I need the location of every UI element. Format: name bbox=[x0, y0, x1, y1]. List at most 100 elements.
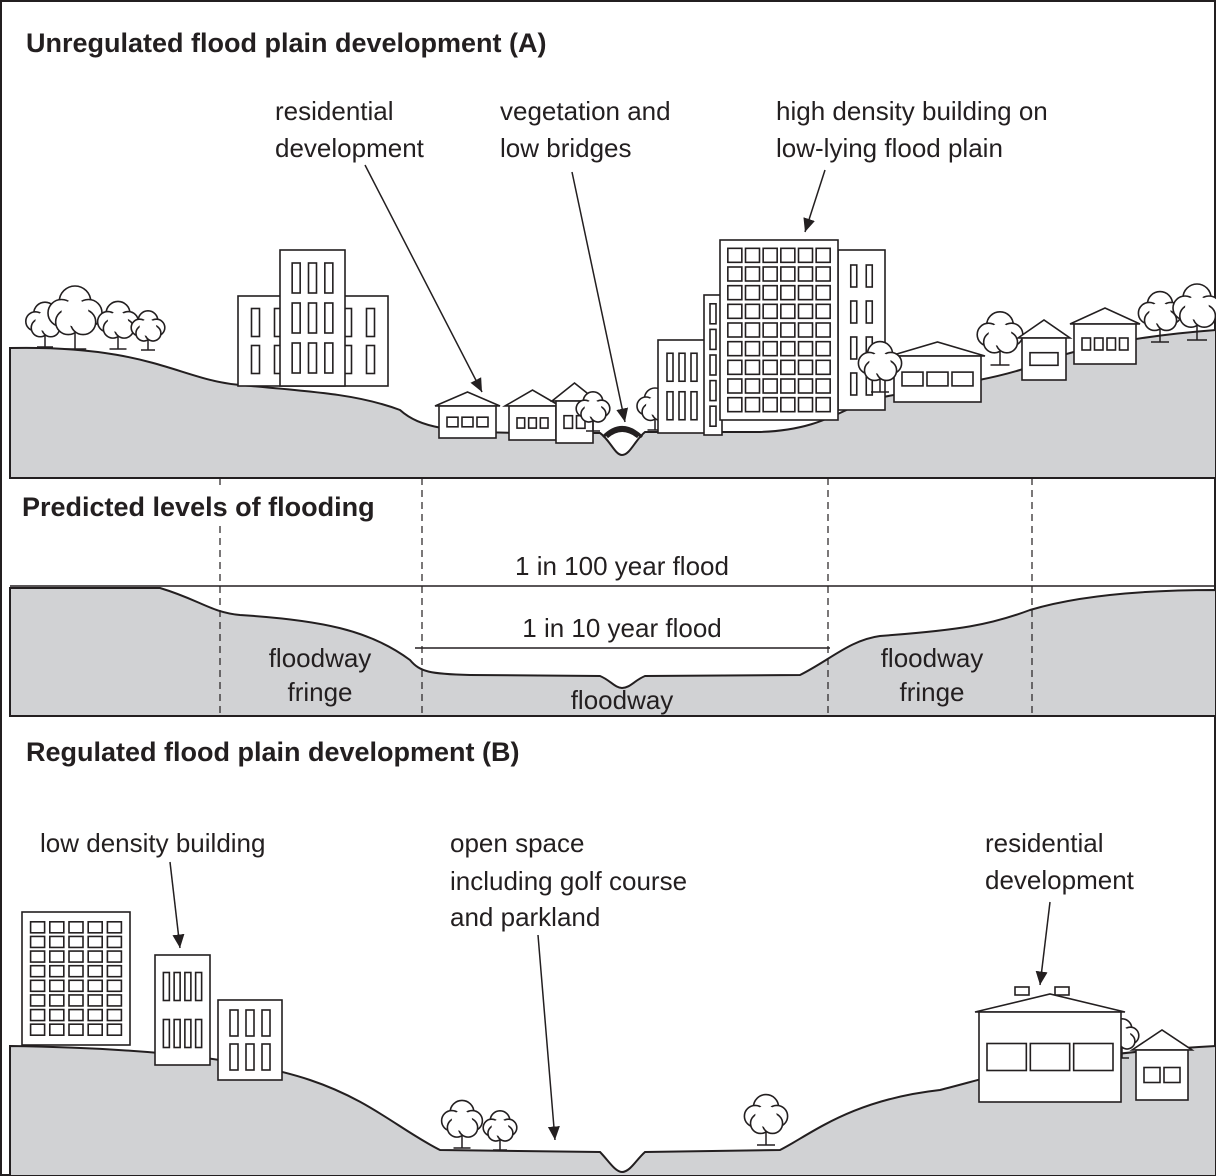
window bbox=[31, 951, 45, 962]
window bbox=[69, 936, 83, 947]
window bbox=[710, 381, 716, 401]
window bbox=[564, 416, 573, 429]
window bbox=[728, 379, 742, 393]
window bbox=[728, 342, 742, 356]
window bbox=[1082, 338, 1091, 350]
window bbox=[107, 995, 121, 1006]
window bbox=[31, 966, 45, 977]
tree-crown bbox=[492, 1119, 509, 1136]
window bbox=[851, 265, 857, 287]
window bbox=[667, 392, 673, 420]
panel-title: Predicted levels of flooding bbox=[22, 492, 375, 522]
window bbox=[69, 1010, 83, 1021]
tree-crown bbox=[755, 1105, 777, 1127]
zone-label: fringe bbox=[899, 677, 964, 707]
window bbox=[88, 936, 102, 947]
window bbox=[691, 392, 697, 420]
window bbox=[31, 995, 45, 1006]
window bbox=[252, 309, 260, 337]
window bbox=[447, 417, 458, 427]
window bbox=[728, 360, 742, 374]
window bbox=[230, 1010, 238, 1036]
window bbox=[816, 360, 830, 374]
window bbox=[50, 936, 64, 947]
window bbox=[799, 379, 813, 393]
tree-crown bbox=[869, 352, 891, 374]
window bbox=[325, 303, 333, 333]
window bbox=[728, 286, 742, 300]
window bbox=[866, 301, 872, 323]
window bbox=[710, 406, 716, 426]
window bbox=[31, 1024, 45, 1035]
window bbox=[728, 398, 742, 412]
window bbox=[107, 1010, 121, 1021]
window bbox=[196, 1020, 202, 1048]
window bbox=[367, 346, 375, 374]
panel-title: Unregulated flood plain development (A) bbox=[26, 28, 547, 58]
window bbox=[246, 1010, 254, 1036]
window bbox=[781, 398, 795, 412]
window bbox=[781, 286, 795, 300]
window bbox=[1030, 353, 1058, 366]
window bbox=[196, 973, 202, 1001]
window bbox=[799, 323, 813, 337]
window bbox=[902, 372, 923, 386]
window bbox=[174, 1020, 180, 1048]
window bbox=[88, 1024, 102, 1035]
tree-crown bbox=[62, 300, 89, 327]
window bbox=[746, 398, 760, 412]
window bbox=[781, 323, 795, 337]
flood-label: 1 in 10 year flood bbox=[522, 613, 721, 643]
window bbox=[107, 966, 121, 977]
zone-label: fringe bbox=[287, 677, 352, 707]
window bbox=[69, 980, 83, 991]
window bbox=[799, 360, 813, 374]
window bbox=[851, 301, 857, 323]
window bbox=[367, 309, 375, 337]
window bbox=[69, 1024, 83, 1035]
window bbox=[88, 951, 102, 962]
window bbox=[1030, 1044, 1069, 1071]
window bbox=[31, 936, 45, 947]
label: vegetation and bbox=[500, 96, 671, 126]
window bbox=[50, 1010, 64, 1021]
tree-crown bbox=[585, 400, 602, 417]
window bbox=[763, 398, 777, 412]
panel-title: Regulated flood plain development (B) bbox=[26, 737, 520, 767]
window bbox=[667, 353, 673, 381]
label: low-lying flood plain bbox=[776, 133, 1003, 163]
window bbox=[799, 286, 813, 300]
window bbox=[107, 951, 121, 962]
building bbox=[838, 250, 885, 410]
window bbox=[69, 951, 83, 962]
window bbox=[88, 1010, 102, 1021]
window bbox=[1095, 338, 1104, 350]
window bbox=[710, 304, 716, 324]
window bbox=[710, 329, 716, 349]
window bbox=[107, 980, 121, 991]
window bbox=[781, 267, 795, 281]
tree-crown bbox=[1185, 296, 1209, 320]
window bbox=[163, 973, 169, 1001]
window bbox=[799, 248, 813, 262]
window bbox=[69, 995, 83, 1006]
window bbox=[679, 392, 685, 420]
window bbox=[325, 263, 333, 293]
window bbox=[230, 1044, 238, 1070]
window bbox=[88, 995, 102, 1006]
label: including golf course bbox=[450, 866, 687, 896]
window bbox=[1107, 338, 1116, 350]
window bbox=[746, 304, 760, 318]
roof-vent bbox=[1055, 987, 1069, 995]
window bbox=[1120, 338, 1129, 350]
window bbox=[691, 353, 697, 381]
window bbox=[816, 267, 830, 281]
window bbox=[163, 1020, 169, 1048]
window bbox=[728, 248, 742, 262]
window bbox=[851, 337, 857, 359]
window bbox=[1164, 1068, 1180, 1083]
window bbox=[763, 248, 777, 262]
window bbox=[50, 1024, 64, 1035]
window bbox=[292, 263, 300, 293]
window bbox=[763, 379, 777, 393]
